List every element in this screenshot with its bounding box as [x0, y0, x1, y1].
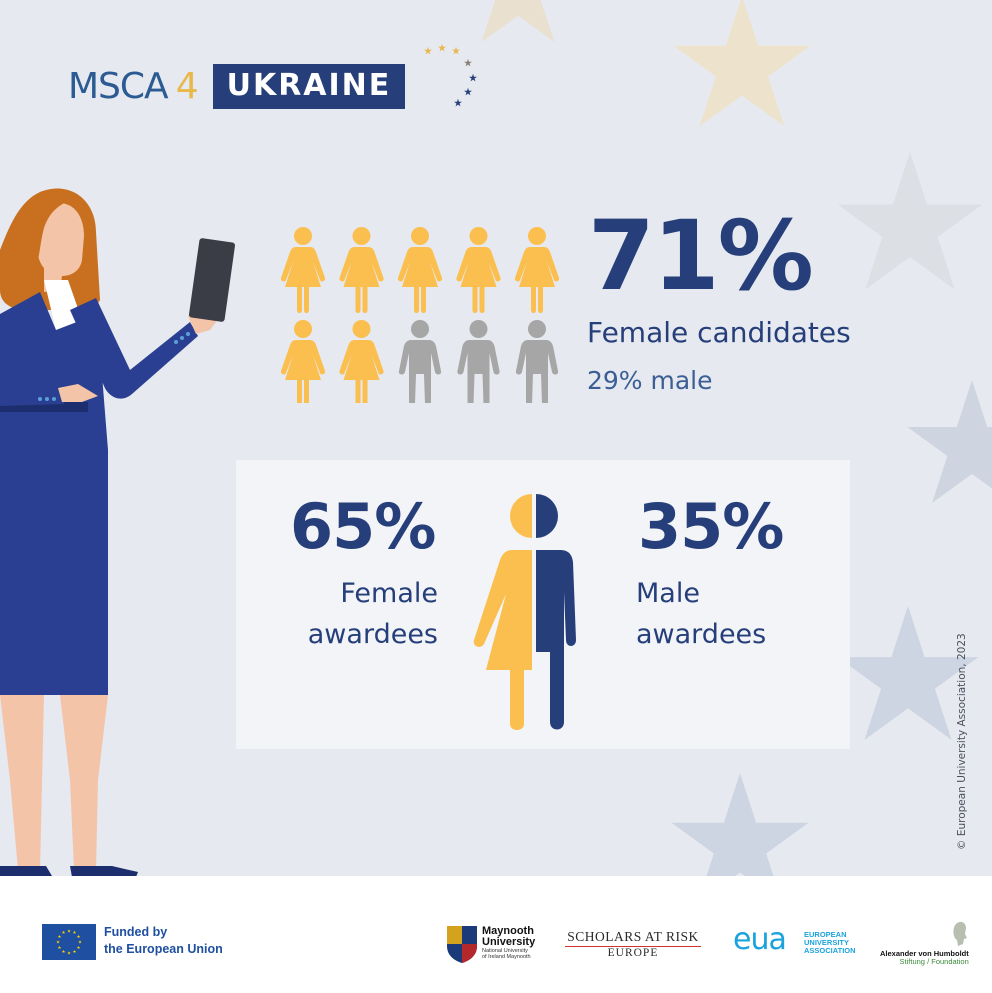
eua-logo-mark: eua	[733, 922, 787, 957]
female-awardees-label-line2: awardees	[307, 619, 438, 650]
male-person-icon	[515, 320, 559, 403]
female-person-icon	[280, 320, 326, 403]
eua-logo-text: EUROPEAN UNIVERSITY ASSOCIATION	[804, 931, 856, 955]
male-candidates-label: 29% male	[587, 366, 713, 395]
copyright-notice: © European University Association, 2023	[956, 633, 968, 850]
eua-line1: EUROPEAN	[804, 930, 847, 939]
eu-flag-icon	[42, 924, 96, 960]
avh-line1: Alexander von Humboldt	[880, 949, 969, 958]
female-person-icon	[397, 227, 443, 313]
maynooth-logo-text: Maynooth University National University …	[482, 925, 536, 961]
eu-funding-text: Funded by the European Union	[104, 924, 223, 958]
awardees-panel: 65% Female awardees 35% Male awardees	[236, 460, 850, 749]
female-person-icon	[514, 227, 560, 313]
female-awardees-percent: 65%	[290, 490, 436, 563]
maynooth-crest-icon	[447, 926, 477, 963]
sar-subtitle: EUROPE	[607, 947, 659, 959]
humboldt-portrait-icon	[953, 921, 967, 946]
humboldt-logo-text: Alexander von Humboldt Stiftung / Founda…	[880, 950, 969, 966]
star-decoration	[671, 773, 809, 876]
female-person-icon	[339, 227, 384, 313]
female-awardees-label-line1: Female	[340, 578, 438, 609]
male-person-icon	[457, 320, 500, 403]
eu-funding-line2: the European Union	[104, 942, 223, 956]
maynooth-sub2: of Ireland Maynooth	[482, 954, 531, 960]
candidate-pictogram-grid	[280, 227, 560, 403]
eua-line2: UNIVERSITY	[804, 938, 850, 947]
logo-msca-text: MSCA	[68, 65, 169, 107]
maynooth-sub1: National University	[482, 948, 528, 954]
female-person-icon	[339, 320, 384, 403]
avh-line2: Stiftung / Foundation	[899, 957, 969, 966]
star-decoration	[673, 0, 811, 127]
male-person-icon	[398, 320, 442, 403]
male-awardees-label-line1: Male	[636, 578, 700, 609]
msca4ukraine-logo: MSCA 4 UKRAINE	[68, 62, 406, 110]
sar-title: SCHOLARS AT RISK	[565, 929, 701, 947]
star-decoration	[837, 152, 983, 290]
star-decoration	[459, 0, 577, 43]
male-awardees-label-line2: awardees	[636, 619, 767, 650]
eu-funding-line1: Funded by	[104, 925, 168, 939]
logo-four-text: 4	[175, 65, 199, 107]
maynooth-line1: Maynooth	[482, 925, 534, 937]
split-gender-icon	[473, 494, 576, 730]
logo-stars-icon	[424, 43, 477, 107]
infographic-panel: MSCA 4 UKRAINE	[0, 0, 992, 876]
female-person-icon	[456, 227, 501, 313]
footer-logos: Funded by the European Union Maynooth Un…	[0, 876, 992, 993]
star-decoration	[907, 380, 992, 504]
scholars-at-risk-logo: SCHOLARS AT RISK EUROPE	[565, 929, 701, 959]
male-awardees-percent: 35%	[638, 490, 784, 563]
maynooth-line2: University	[482, 936, 536, 948]
female-candidates-percent: 71%	[588, 200, 814, 312]
logo-ukraine-text: UKRAINE	[212, 63, 406, 109]
female-candidates-label: Female candidates	[587, 316, 851, 349]
eua-line3: ASSOCIATION	[804, 946, 856, 955]
female-person-icon	[280, 227, 326, 313]
woman-with-tablet-illustration	[0, 188, 236, 876]
